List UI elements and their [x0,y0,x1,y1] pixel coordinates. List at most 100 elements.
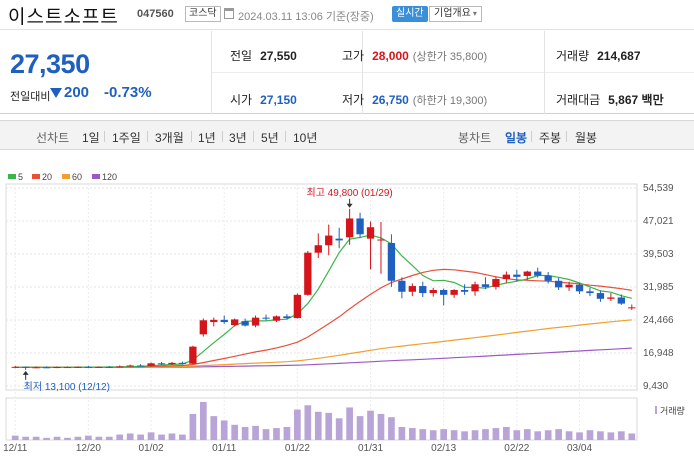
volume-bar [565,431,573,440]
x-tick-label: 01/22 [285,443,310,454]
price-chart[interactable]: 5 20 60 120 54,539 47,021 39,503 31,985 24,466 16… [0,168,694,469]
volume-bar [11,435,19,440]
period-1y[interactable]: 1년 [198,131,216,145]
x-tick-label: 03/04 [567,443,592,454]
period-10y[interactable]: 10년 [293,131,318,145]
x-tick-label: 02/22 [504,443,529,454]
lower-limit: (하한가 19,300) [412,95,488,107]
volume-bar [377,413,385,440]
volume-bar [398,426,406,440]
candle-body [272,316,281,321]
candle-daily[interactable]: 일봉 [505,131,528,145]
company-overview-dropdown[interactable]: 기업개요 ▾ [429,6,482,22]
quote-panel: 27,350 전일대비 200 -0.73% 전일 27,550 고가 28,000… [0,31,694,114]
candle-body [523,271,531,276]
volume-bar [523,429,531,440]
volume-bar [22,436,30,440]
legend-swatch [8,174,16,179]
period-3y[interactable]: 3년 [229,131,247,145]
realtime-button[interactable]: 실시간 [392,6,428,22]
volume-bar [64,437,71,440]
volume-bar [85,435,92,440]
volume-bar [137,434,144,440]
price-box: 27,350 전일대비 200 -0.73% [0,31,212,114]
candle-body [84,366,93,368]
high-price: 고가 28,000 (상한가 35,800) [342,47,487,64]
volume-bar [304,405,312,440]
x-tick-label: 02/13 [431,443,456,454]
candle-body [220,319,228,323]
prev-close: 전일 27,550 [230,47,297,64]
volume-bar [147,432,155,440]
candle-body [617,297,625,304]
candle-body [251,317,260,326]
candle-body [471,284,479,292]
period-3m[interactable]: 3개월 [155,131,184,145]
volume-value: 214,687 [597,49,641,63]
row-divider [212,72,694,73]
volume-bar [231,424,239,440]
upper-limit: (상한가 35,800) [412,51,488,63]
period-1w[interactable]: 1주일 [112,131,141,145]
legend-swatch [32,174,40,179]
volume-label: 거래량 [556,49,590,63]
volume-bar [544,430,552,440]
candle-body [63,367,72,369]
volume-bar [586,430,594,440]
high-arrowhead-icon [346,203,353,208]
change-label: 전일대비 [10,91,51,103]
volume-bar [461,431,468,440]
volume-bar [273,428,280,440]
volume-bar [53,436,61,440]
period-separator [104,131,105,142]
candle-body [565,284,573,288]
candle-body [210,319,218,323]
candle-body [628,307,636,309]
legend-label: 5 [18,172,23,182]
candle-body [178,362,187,364]
period-1d[interactable]: 1일 [82,131,100,145]
open-label: 시가 [230,93,253,107]
candle-body [283,316,291,319]
candle-body [304,252,312,295]
candle-weekly[interactable]: 주봉 [539,131,562,145]
volume-bar [576,432,583,440]
legend-label: 120 [102,172,117,182]
candle-body [325,235,333,246]
period-separator [285,131,286,142]
y-tick-label: 31,985 [643,282,674,293]
volume-bar [471,430,479,440]
period-separator [253,131,254,142]
volume-bar [408,428,416,440]
volume-bar [617,431,625,440]
volume-bar [158,434,165,440]
candle-body [387,243,396,281]
candle-body [419,286,427,294]
candle-body [314,245,322,253]
chevron-down-icon: ▾ [472,9,477,18]
volume-bar [356,416,364,440]
candle-body [502,274,511,280]
candle-body [492,279,500,287]
candle-body [231,319,239,326]
candle-monthly[interactable]: 월봉 [575,131,598,145]
period-5y[interactable]: 5년 [261,131,279,145]
candle-body [262,317,270,319]
candle-body [429,290,437,294]
candle-body [596,293,605,299]
stock-code: 047560 [137,8,174,20]
x-tick-label: 12/20 [76,443,101,454]
candle-body [116,366,124,368]
volume-bar [95,436,103,440]
volume-bar [335,418,343,440]
volume-bar [482,429,489,440]
candle-body [440,290,448,295]
candle-body [147,363,155,366]
open-value: 27,150 [260,93,297,107]
candle-body [534,271,542,276]
y-tick-label: 24,466 [643,315,674,326]
candle-body [575,284,584,292]
x-tick-label: 01/02 [139,443,164,454]
market-badge: 코스닥 [185,6,221,22]
low-arrowhead-icon [22,370,29,375]
